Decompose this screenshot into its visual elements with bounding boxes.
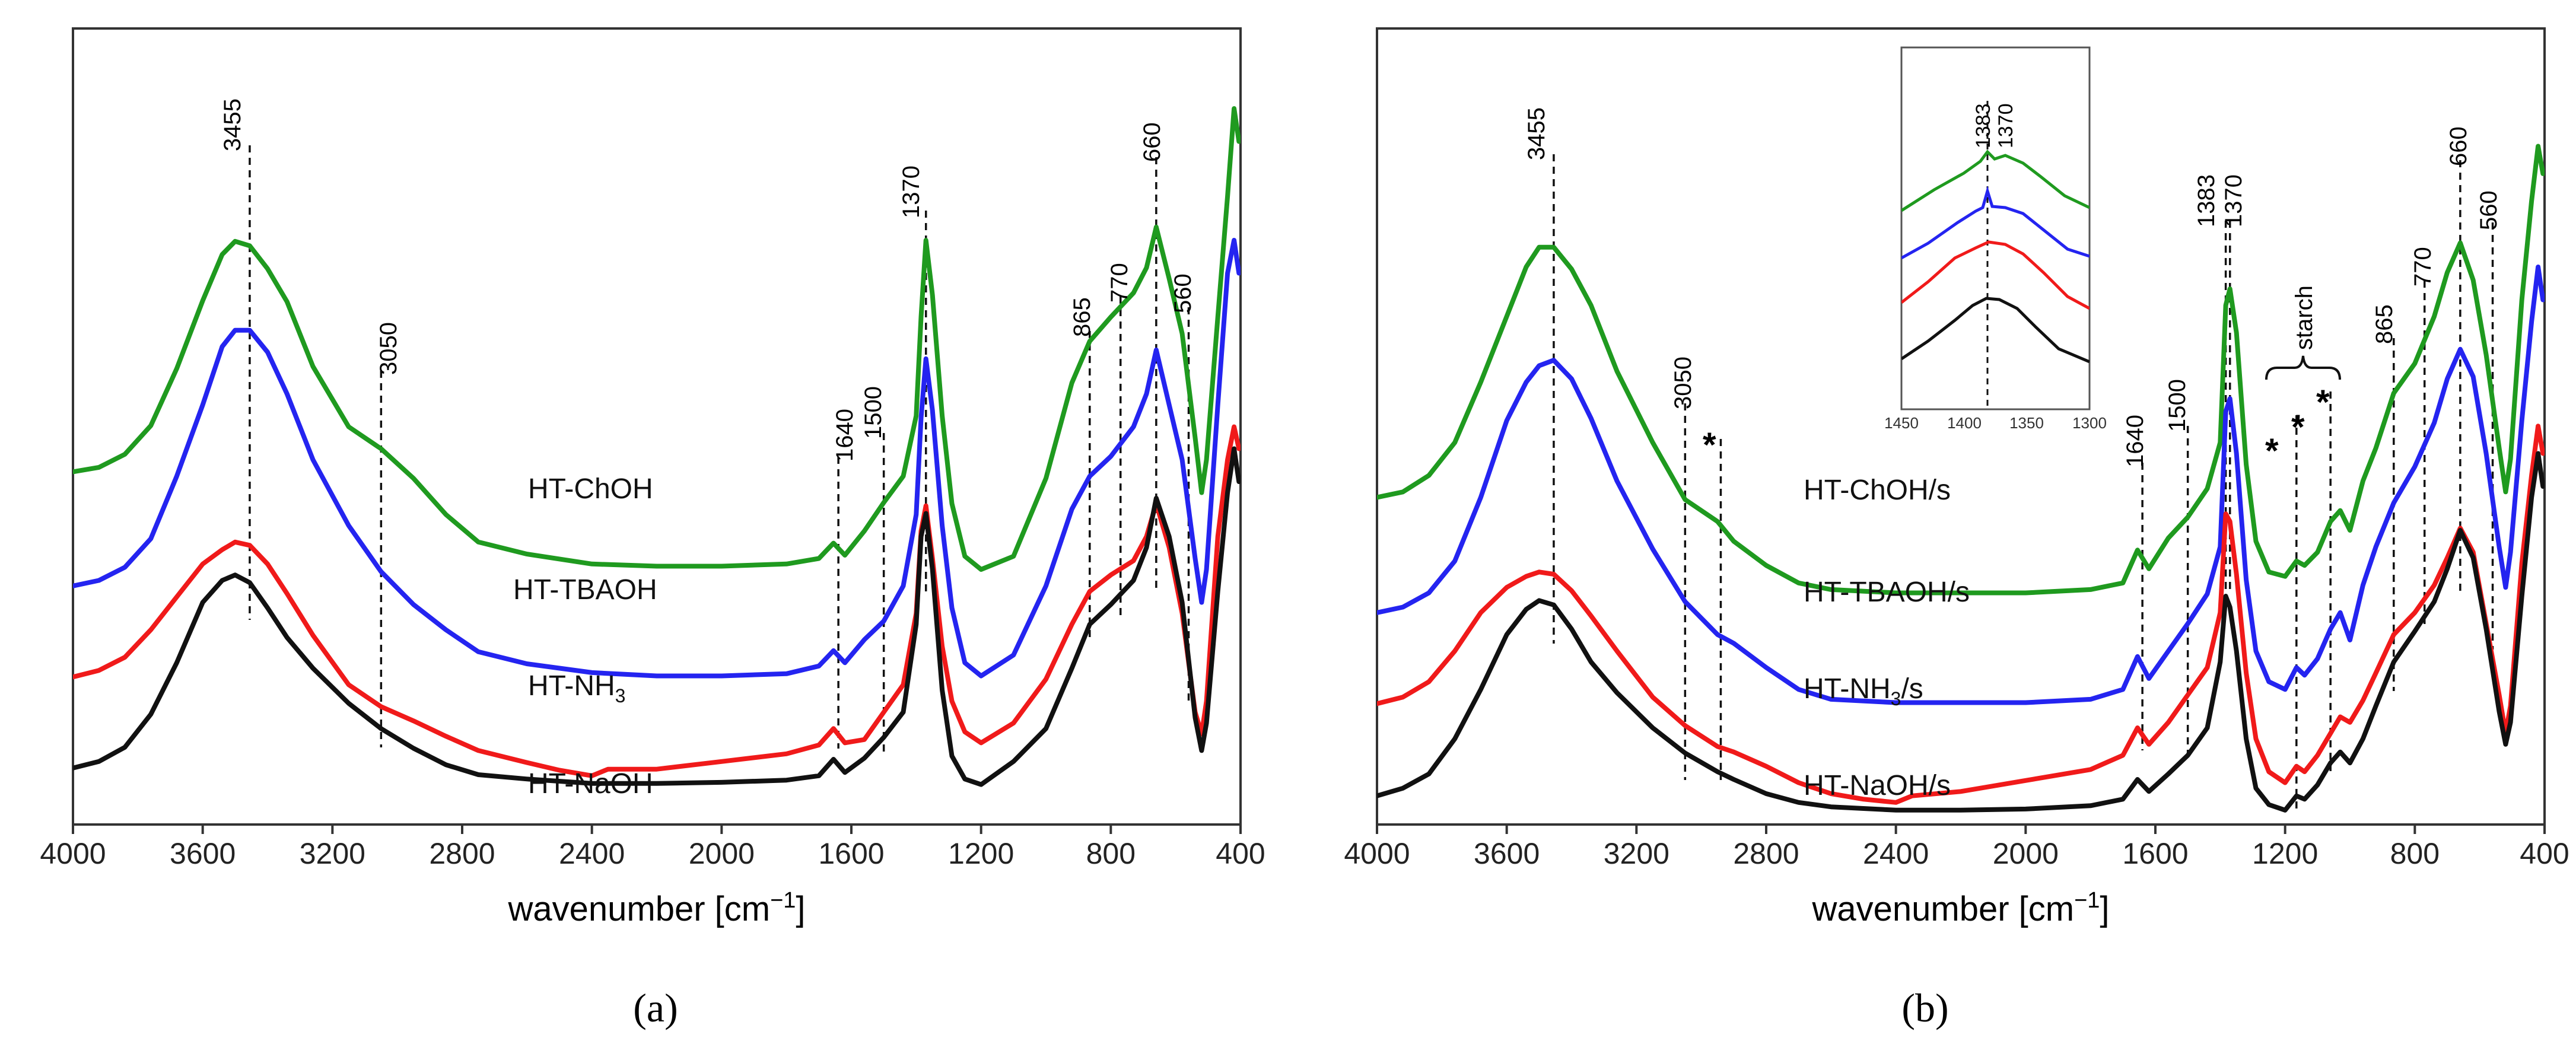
annotation-865: 865 [2371, 304, 2397, 344]
series-ht-naoh-s [1377, 451, 2545, 813]
series-ht-choh [73, 106, 1241, 572]
annotation-770: 770 [2410, 247, 2436, 287]
panel-a-annotations: 3455 3050 1640 1500 1370 865 770 660 560 [220, 98, 1196, 461]
panel-b-frame [1376, 27, 2546, 826]
x-tick-label-3200: 3200 [300, 837, 365, 870]
curve-label-chOH: HT-ChOH [528, 473, 653, 505]
panel-a: 4000 3600 3200 2800 2400 2000 1600 1200 800 400 3… [40, 27, 1265, 928]
x-tick-label-1200: 1200 [948, 837, 1014, 870]
annotation-1383: 1383 [2193, 174, 2219, 227]
inset-frame [1900, 46, 2091, 410]
x-tick-label-2400: 2400 [1863, 837, 1929, 870]
inset-series-black [1901, 297, 2090, 364]
curve-label-tbaoh-s: HT-TBAOH/s [1804, 577, 1970, 608]
inset-series-green [1901, 149, 2090, 212]
panel-a-x-axis: 4000 3600 3200 2800 2400 2000 1600 1200 800 400 [40, 825, 1265, 870]
curve-label-choh-s: HT-ChOH/s [1804, 475, 1951, 506]
asterisk-3: * [2291, 408, 2305, 447]
curve-label-nh3: HT-NH3 [528, 670, 625, 706]
asterisk-4: * [2316, 383, 2330, 422]
annotation-1370: 1370 [898, 165, 924, 218]
x-tick-label-400: 400 [1216, 837, 1265, 870]
caption-b: (b) [1901, 985, 1948, 1030]
inset-x-axis: 1450 1400 1350 1300 [1884, 414, 2107, 432]
series-ht-tbaoh [73, 238, 1241, 679]
panel-b-annotations: 3455 3050 1640 1500 1383 1370 865 770 66… [1524, 107, 2502, 470]
annotation-1640: 1640 [832, 409, 858, 461]
annotation-770: 770 [1106, 263, 1133, 303]
starch-brace [2265, 355, 2341, 380]
x-tick-label-400: 400 [2520, 837, 2569, 870]
panel-a-frame [72, 27, 1242, 826]
x-tick-label-2800: 2800 [429, 837, 495, 870]
annotation-3455: 3455 [1524, 107, 1550, 160]
asterisk-2: * [2265, 432, 2279, 470]
inset-tick-1350: 1350 [2009, 414, 2044, 432]
annotation-1500: 1500 [860, 386, 886, 439]
inset-series [1901, 149, 2090, 364]
x-tick-label-1200: 1200 [2252, 837, 2318, 870]
x-tick-label-3600: 3600 [1474, 837, 1540, 870]
panel-a-series [73, 106, 1241, 787]
inset-annotation-1370: 1370 [1995, 103, 2017, 148]
caption-a: (a) [633, 985, 678, 1030]
inset-annotation-1383: 1383 [1972, 103, 1995, 148]
annotation-3455: 3455 [220, 98, 246, 151]
series-ht-nh3-s [1377, 424, 2545, 805]
annotation-3050: 3050 [1670, 356, 1696, 409]
panel-b-xlabel: wavenumber [cm−1] [1811, 888, 2109, 928]
x-tick-label-1600: 1600 [818, 837, 884, 870]
series-ht-naoh [73, 446, 1241, 787]
x-tick-label-2000: 2000 [1993, 837, 2059, 870]
inset-tick-1300: 1300 [2072, 414, 2107, 432]
x-tick-label-1600: 1600 [2122, 837, 2188, 870]
inset-tick-1400: 1400 [1947, 414, 1982, 432]
x-tick-label-2800: 2800 [1733, 837, 1799, 870]
asterisk-1: * [1703, 426, 1716, 464]
x-tick-label-2000: 2000 [689, 837, 755, 870]
curve-label-naoh-s: HT-NaOH/s [1804, 770, 1951, 801]
inset-series-red [1901, 240, 2090, 310]
panel-b-curve-labels: HT-ChOH/s HT-TBAOH/s HT-NH3/s HT-NaOH/s [1804, 475, 1970, 801]
x-tick-label-800: 800 [2390, 837, 2440, 870]
annotation-660: 660 [1139, 122, 1165, 162]
annotation-865: 865 [1069, 297, 1095, 337]
x-tick-label-4000: 4000 [1344, 837, 1410, 870]
annotation-1370: 1370 [2221, 174, 2247, 227]
x-tick-label-2400: 2400 [559, 837, 625, 870]
panel-a-xlabel: wavenumber [cm−1] [507, 888, 805, 928]
x-tick-label-800: 800 [1086, 837, 1136, 870]
annotation-3050: 3050 [376, 322, 402, 375]
series-ht-tbaoh-s [1377, 265, 2545, 705]
starch-label: starch [2291, 285, 2317, 350]
x-tick-label-3600: 3600 [170, 837, 236, 870]
curve-label-nh3-s: HT-NH3/s [1804, 673, 1923, 709]
inset-tick-1450: 1450 [1884, 414, 1919, 432]
annotation-560: 560 [2476, 190, 2502, 230]
curve-label-naoh: HT-NaOH [528, 768, 653, 800]
panel-b-series [1377, 144, 2545, 813]
annotation-560: 560 [1170, 273, 1196, 313]
panel-a-curve-labels: HT-ChOH HT-TBAOH HT-NH3 HT-NaOH [513, 473, 657, 800]
inset-series-blue [1901, 186, 2090, 260]
annotation-1640: 1640 [2122, 415, 2148, 467]
curve-label-tbaoh: HT-TBAOH [513, 574, 657, 606]
inset: 1383 1370 1450 1400 1350 1300 [1884, 46, 2107, 432]
panel-b: 4000 3600 3200 2800 2400 2000 1600 1200 800 400 3… [1344, 27, 2569, 928]
annotation-1500: 1500 [2164, 379, 2190, 432]
x-tick-label-4000: 4000 [40, 837, 106, 870]
panel-b-annotation-lines [1553, 154, 2494, 810]
series-ht-choh-s [1377, 144, 2545, 596]
annotation-660: 660 [2445, 126, 2472, 166]
panel-b-x-axis: 4000 3600 3200 2800 2400 2000 1600 1200 800 400 [1344, 825, 2569, 870]
panel-a-annotation-lines [249, 145, 1190, 753]
x-tick-label-3200: 3200 [1604, 837, 1669, 870]
